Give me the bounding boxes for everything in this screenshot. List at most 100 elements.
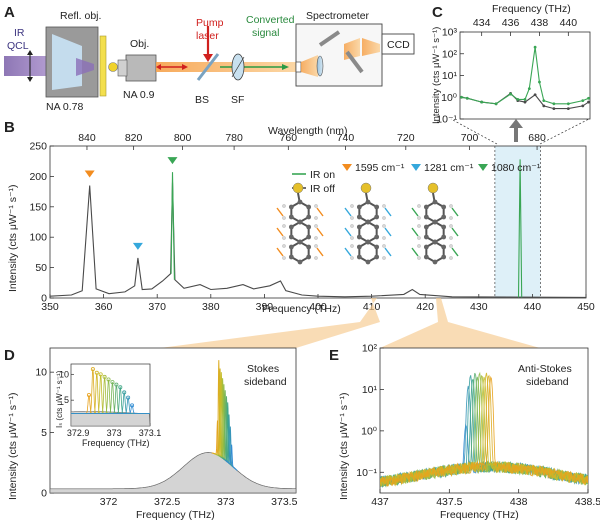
e-x-tick-label: 438.5 — [575, 496, 600, 508]
hydrogen-atom — [350, 256, 354, 260]
carbon-atom — [297, 259, 303, 265]
carbon-atom — [365, 219, 371, 225]
mode-2-label: 1281 cm⁻¹ — [424, 162, 474, 174]
molecule-illustrations — [276, 182, 459, 265]
b-x-tick-label: 380 — [202, 301, 220, 313]
d-inset-point — [118, 385, 123, 390]
sulfur-atom — [292, 182, 304, 194]
ring — [358, 240, 378, 264]
hydrogen-atom — [282, 204, 286, 208]
b-top-tick-label: 680 — [528, 132, 546, 144]
d-x-tick-label: 373 — [217, 496, 235, 508]
mode-arrow — [451, 207, 459, 217]
d-inset-ylabel: Iₛ (cts μW⁻¹ s⁻¹) — [55, 370, 64, 428]
c-point — [566, 107, 570, 111]
d-inset-xlabel: Frequency (THz) — [82, 438, 150, 448]
hydrogen-atom — [417, 224, 421, 228]
d-title-1: Stokes — [247, 363, 279, 375]
hydrogen-atom — [382, 256, 386, 260]
carbon-atom — [423, 204, 429, 210]
mode-arrow — [411, 227, 419, 237]
carbon-atom — [432, 259, 438, 265]
carbon-atom — [288, 204, 294, 210]
e-title-2: sideband — [526, 376, 569, 388]
ring — [425, 200, 445, 224]
mode-arrow — [276, 227, 284, 237]
c-x-tick-label: 434 — [473, 17, 491, 29]
carbon-atom — [423, 244, 429, 250]
bs-label: BS — [195, 94, 209, 106]
e-sideband-trace — [380, 374, 588, 487]
carbon-atom — [365, 239, 371, 245]
d-sideband-trace — [225, 444, 238, 471]
carbon-atom — [297, 219, 303, 225]
nanoparticle — [108, 62, 118, 72]
carbon-atom — [288, 214, 294, 220]
b-x-tick-label: 430 — [470, 301, 488, 313]
b-y-tick-label: 250 — [29, 141, 47, 153]
carbon-atom — [306, 224, 312, 230]
mode-arrow — [316, 207, 324, 217]
b-x-tick-label: 440 — [524, 301, 542, 313]
hydrogen-atom — [350, 204, 354, 208]
hydrogen-atom — [449, 204, 453, 208]
b-to-e-zoom — [380, 298, 540, 348]
carbon-atom — [441, 204, 447, 210]
mode-arrow — [344, 227, 352, 237]
b-top-axis-label: Wavelength (nm) — [268, 125, 348, 137]
hydrogen-atom — [314, 236, 318, 240]
ir-qcl-label-2: QCL — [7, 40, 29, 52]
carbon-atom — [306, 244, 312, 250]
grating — [318, 30, 341, 47]
mode-2-marker — [411, 164, 421, 171]
b-top-tick-label: 820 — [125, 132, 143, 144]
d-inset-x-tick-label: 373 — [107, 428, 122, 438]
e-x-tick-label: 438 — [510, 496, 528, 508]
e-y-tick-label: 10⁰ — [361, 425, 378, 437]
mode-1-label: 1595 cm⁻¹ — [355, 162, 405, 174]
carbon-atom — [288, 224, 294, 230]
c-point — [566, 102, 570, 106]
hydrogen-atom — [314, 204, 318, 208]
hydrogen-atom — [382, 224, 386, 228]
carbon-atom — [374, 204, 380, 210]
legend-ir-on: IR on — [310, 169, 335, 181]
d-title-2: sideband — [244, 376, 287, 388]
d-inset-x-tick-label: 373.1 — [139, 428, 162, 438]
d-inset-y-tick-label: 5 — [64, 395, 69, 405]
hydrogen-atom — [417, 216, 421, 220]
c-point — [533, 45, 537, 49]
b-top-tick-label: 740 — [337, 132, 355, 144]
c-point — [542, 99, 546, 103]
hydrogen-atom — [382, 216, 386, 220]
c-y-tick-label: 10¹ — [442, 70, 458, 82]
carbon-atom — [306, 204, 312, 210]
carbon-atom — [432, 199, 438, 205]
d-y-tick-label: 10 — [35, 367, 47, 379]
b-x-tick-label: 360 — [95, 301, 113, 313]
mode-arrow — [344, 207, 352, 217]
hydrogen-atom — [314, 216, 318, 220]
c-y-tick-label: 10⁰ — [441, 92, 458, 104]
mode-arrow — [316, 227, 324, 237]
mode-arrow — [276, 247, 284, 257]
hydrogen-atom — [417, 256, 421, 260]
c-frame — [459, 31, 591, 120]
b-series-ir-on — [170, 159, 523, 298]
carbon-atom — [432, 239, 438, 245]
sample-substrate — [99, 35, 107, 97]
c-point — [552, 107, 556, 111]
e-sideband-trace — [380, 375, 588, 487]
c-point — [538, 80, 541, 84]
converted-signal-label-2: signal — [252, 27, 279, 39]
carbon-atom — [441, 214, 447, 220]
c-point — [552, 102, 556, 106]
hydrogen-atom — [314, 256, 318, 260]
d-inset-point — [102, 374, 107, 379]
d-inset-point — [94, 370, 99, 375]
b-peak-marker — [167, 157, 178, 165]
carbon-atom — [374, 214, 380, 220]
mode-arrow — [384, 227, 392, 237]
